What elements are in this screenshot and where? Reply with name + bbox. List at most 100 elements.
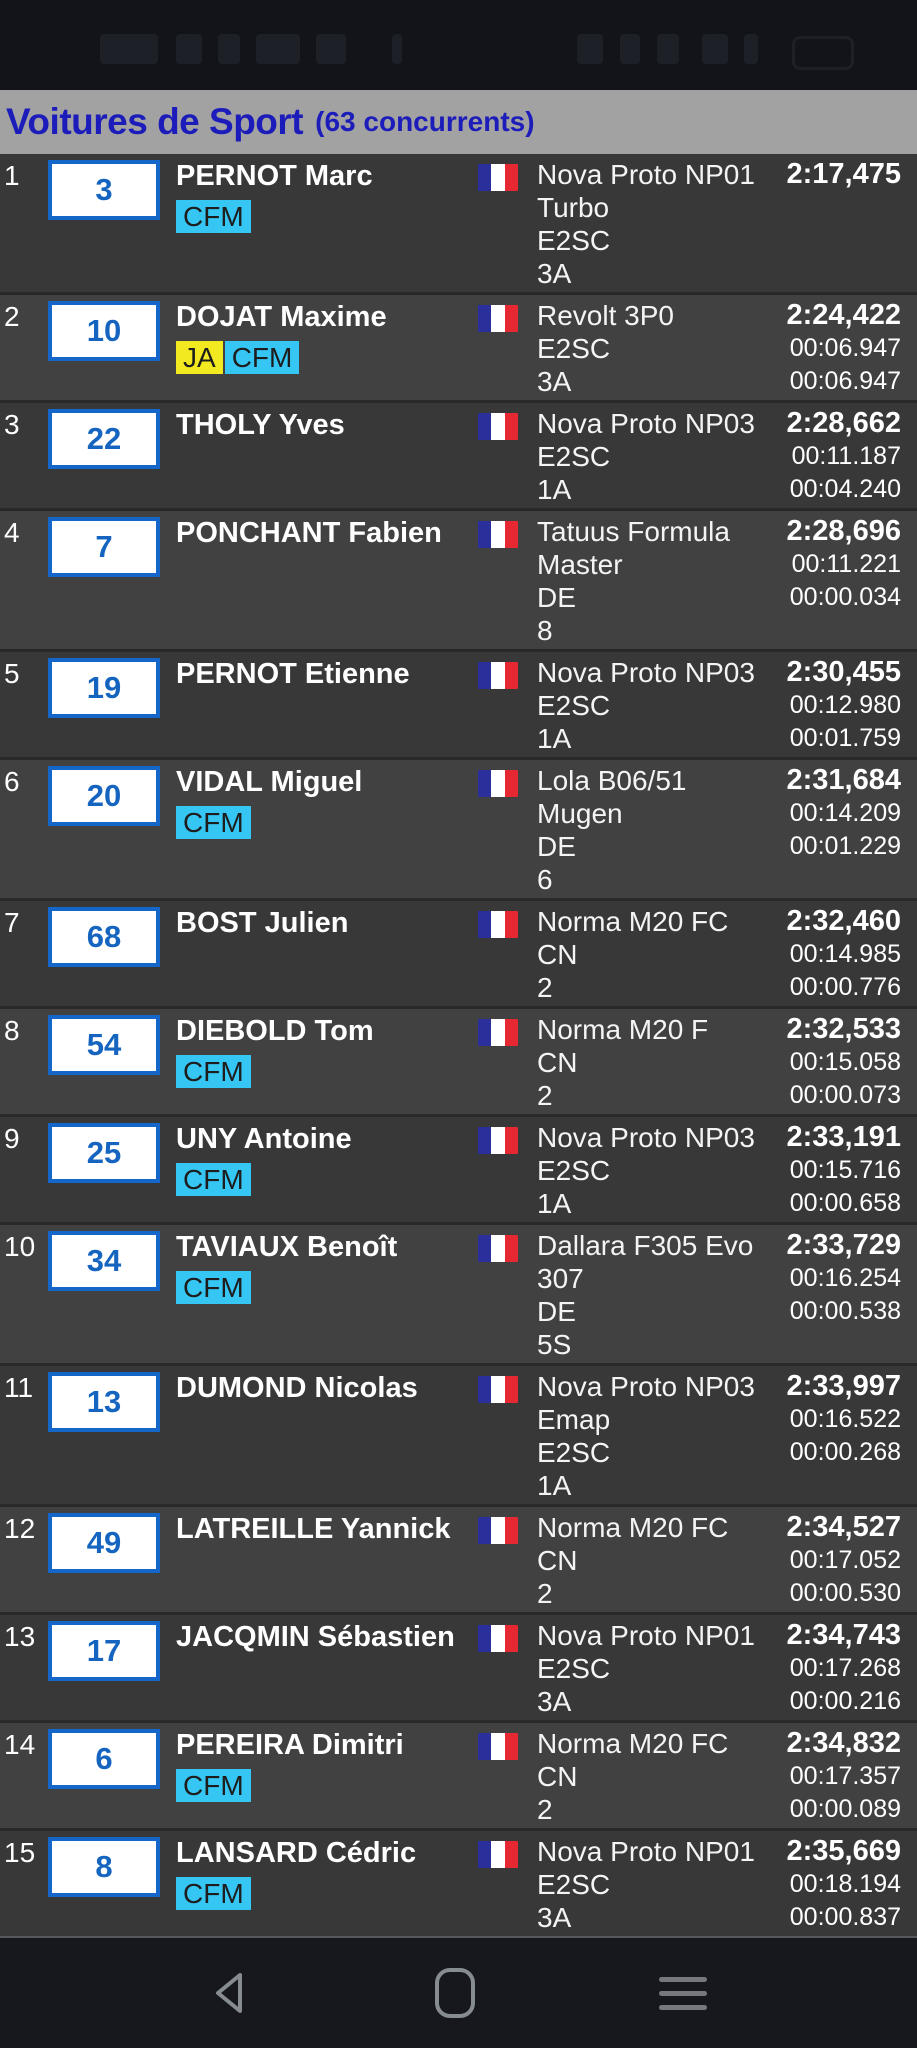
car-model-line: 307: [537, 1263, 584, 1294]
car-info-cell: Nova Proto NP01 E2SC 3A: [537, 1835, 917, 1934]
best-time: 2:33,191: [786, 1121, 902, 1153]
flag-france-icon: [478, 1625, 518, 1652]
car-info-cell: Nova Proto NP03 E2SC 1A: [537, 1121, 917, 1220]
status-icon-1: [577, 34, 603, 64]
time-cell: 2:34,832 00:17.357 00:00.089: [787, 1727, 902, 1826]
time-gap: 00:01.229: [789, 832, 901, 860]
result-row[interactable]: 15 8 LANSARD Cédric CFM Nova Proto NP01 E2SC 3…: [0, 1828, 917, 1936]
result-row[interactable]: 5 19 PERNOT Etienne Nova Proto NP03 E2SC 1A 2:…: [0, 649, 917, 757]
best-time: 2:24,422: [786, 299, 902, 331]
car-number-cell: 25: [44, 1121, 176, 1220]
car-group: E2SC: [537, 225, 611, 256]
driver-name: PONCHANT Fabien: [176, 517, 442, 549]
time-cell: 2:33,191 00:15.716 00:00.658: [787, 1121, 902, 1220]
position-label: 9: [4, 1123, 20, 1154]
best-time: 2:33,729: [786, 1229, 902, 1261]
position-label: 12: [4, 1513, 36, 1544]
driver-cell: DOJAT Maxime JA CFM: [176, 299, 478, 398]
time-cell: 2:32,460 00:14.985 00:00.776: [787, 905, 902, 1004]
driver-cell: UNY Antoine CFM: [176, 1121, 478, 1220]
result-row[interactable]: 10 34 TAVIAUX Benoît CFM Dallara F305 Evo 307…: [0, 1222, 917, 1363]
time-cell: 2:30,455 00:12.980 00:01.759: [787, 656, 902, 755]
result-row[interactable]: 13 17 JACQMIN Sébastien Nova Proto NP01 E2SC…: [0, 1612, 917, 1720]
result-row[interactable]: 3 22 THOLY Yves Nova Proto NP03 E2SC 1A 2:28,6…: [0, 400, 917, 508]
driver-name: DUMOND Nicolas: [176, 1372, 418, 1404]
best-time: 2:34,832: [786, 1727, 902, 1759]
car-number-cell: 54: [44, 1013, 176, 1112]
time-cell: 2:34,527 00:17.052 00:00.530: [787, 1511, 902, 1610]
flag-cell: [478, 407, 537, 506]
car-group: E2SC: [537, 1155, 611, 1186]
flag-cell: [478, 515, 537, 647]
result-row[interactable]: 14 6 PEREIRA Dimitri CFM Norma M20 FC CN 2 2:34…: [0, 1720, 917, 1828]
flag-cell: [478, 1835, 537, 1934]
time-gap: 00:16.254: [789, 1264, 901, 1292]
position-label: 7: [4, 907, 20, 938]
car-info-cell: Nova Proto NP03 E2SC 1A: [537, 656, 917, 755]
car-model-line: Nova Proto NP01: [537, 1836, 755, 1867]
car-number: 17: [86, 1633, 122, 1668]
badge-list: CFM: [176, 1769, 478, 1802]
flag-cell: [478, 1013, 537, 1112]
result-row[interactable]: 6 20 VIDAL Miguel CFM Lola B06/51 Mugen DE 6 2:3…: [0, 757, 917, 898]
car-number: 34: [86, 1243, 122, 1278]
badge-list: CFM: [176, 806, 478, 839]
car-group: DE: [537, 582, 576, 613]
time-cell: 2:24,422 00:06.947 00:06.947: [787, 299, 902, 398]
driver-cell: PERNOT Etienne: [176, 656, 478, 755]
result-row[interactable]: 8 54 DIEBOLD Tom CFM Norma M20 F CN 2 2:32,533 0…: [0, 1006, 917, 1114]
flag-france-icon: [478, 1019, 518, 1046]
car-model-line: Nova Proto NP03: [537, 1371, 755, 1402]
result-row[interactable]: 4 7 PONCHANT Fabien Tatuus Formula Master DE 8…: [0, 508, 917, 649]
time-gap: 00:14.209: [789, 799, 901, 827]
time-cell: 2:33,729 00:16.254 00:00.538: [787, 1229, 902, 1328]
best-time: 2:32,460: [786, 905, 902, 937]
time-gap: 00:00.776: [789, 973, 901, 1001]
flag-cell: [478, 764, 537, 896]
clock-blob-icon: [100, 34, 158, 64]
car-group: E2SC: [537, 690, 611, 721]
flag-cell: [478, 158, 537, 290]
result-row[interactable]: 1 3 PERNOT Marc CFM Nova Proto NP01 Turbo E2SC…: [0, 154, 917, 292]
car-class: 2: [537, 1080, 553, 1111]
result-row[interactable]: 9 25 UNY Antoine CFM Nova Proto NP03 E2SC 1A 2:…: [0, 1114, 917, 1222]
time-gap: 00:00.268: [789, 1438, 901, 1466]
position-label: 4: [4, 517, 20, 548]
best-time: 2:32,533: [786, 1013, 902, 1045]
best-time: 2:34,743: [786, 1619, 902, 1651]
car-info-cell: Lola B06/51 Mugen DE 6: [537, 764, 917, 896]
time-gap: 00:06.947: [789, 334, 901, 362]
car-info-cell: Tatuus Formula Master DE 8: [537, 515, 917, 647]
badge-cfm: CFM: [176, 1877, 251, 1910]
best-time: 2:28,696: [786, 515, 902, 547]
car-model-line: Nova Proto NP01: [537, 159, 755, 190]
menu-icon[interactable]: [657, 1971, 709, 2015]
result-row[interactable]: 7 68 BOST Julien Norma M20 FC CN 2 2:32,460 00:…: [0, 898, 917, 1006]
result-row[interactable]: 11 13 DUMOND Nicolas Nova Proto NP03 Emap E2S…: [0, 1363, 917, 1504]
time-cell: 2:33,997 00:16.522 00:00.268: [787, 1370, 902, 1469]
car-number-cell: 13: [44, 1370, 176, 1502]
time-gap: 00:15.716: [789, 1156, 901, 1184]
home-icon[interactable]: [431, 1966, 479, 2020]
car-model-line: Turbo: [537, 192, 610, 223]
result-row[interactable]: 12 49 LATREILLE Yannick Norma M20 FC CN 2 2:34…: [0, 1504, 917, 1612]
flag-cell: [478, 1370, 537, 1502]
car-group: E2SC: [537, 333, 611, 364]
flag-cell: [478, 656, 537, 755]
status-bar: [0, 0, 917, 90]
flag-france-icon: [478, 413, 518, 440]
car-number-cell: 3: [44, 158, 176, 290]
car-class: 3A: [537, 366, 572, 397]
car-number-cell: 34: [44, 1229, 176, 1361]
car-group: DE: [537, 1296, 576, 1327]
time-cell: 2:28,696 00:11.221 00:00.034: [787, 515, 902, 614]
result-row[interactable]: 2 10 DOJAT Maxime JA CFM Revolt 3P0 E2SC 3A 2:24…: [0, 292, 917, 400]
car-number-cell: 7: [44, 515, 176, 647]
car-model-line: Norma M20 F: [537, 1014, 709, 1045]
back-icon[interactable]: [208, 1970, 252, 2016]
badge-list: CFM: [176, 1055, 478, 1088]
car-model-line: Tatuus Formula: [537, 516, 730, 547]
car-group: DE: [537, 831, 576, 862]
driver-cell: PEREIRA Dimitri CFM: [176, 1727, 478, 1826]
